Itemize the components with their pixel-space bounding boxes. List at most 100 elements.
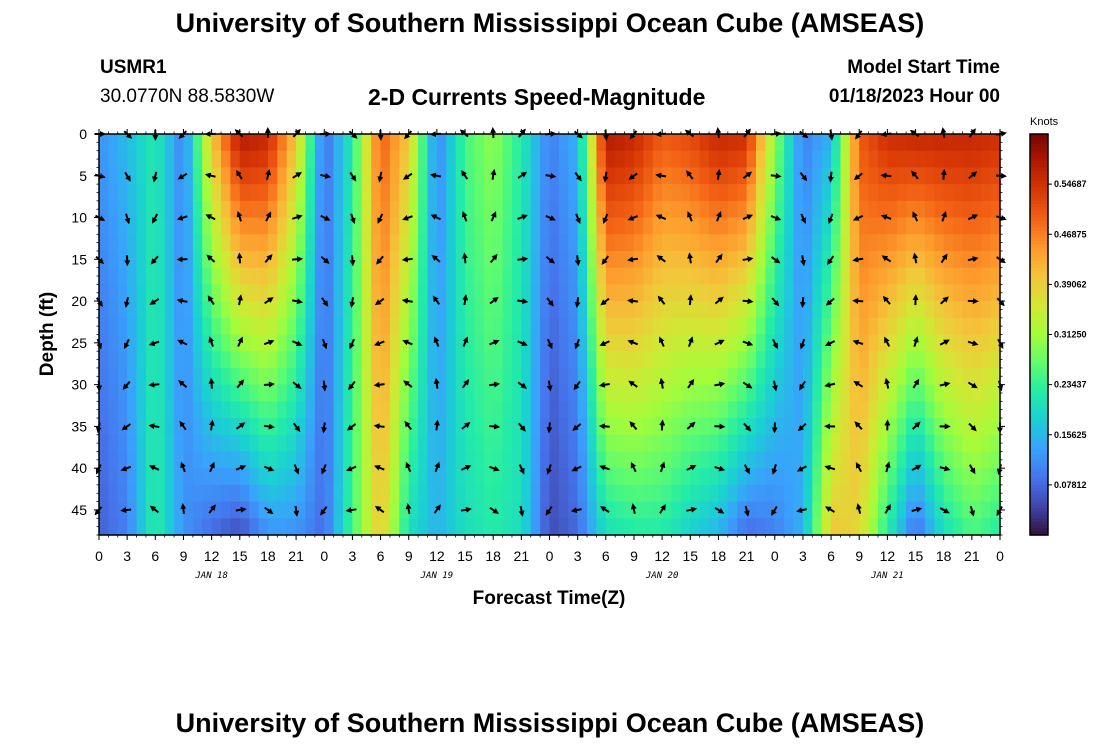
current-arrow — [939, 339, 950, 346]
heatmap-cell — [624, 451, 635, 469]
heatmap-cell — [202, 134, 213, 152]
heatmap-cell — [145, 217, 156, 235]
heatmap-cell — [155, 301, 166, 319]
heatmap-cell — [474, 317, 485, 336]
heatmap-cell — [408, 518, 419, 536]
heatmap-cell — [399, 367, 410, 386]
heatmap-cell — [202, 384, 213, 402]
heatmap-cell — [718, 234, 729, 252]
heatmap-cell — [943, 267, 954, 285]
heatmap-cell — [906, 401, 917, 419]
heatmap-cell — [305, 451, 316, 469]
heatmap-cell — [765, 384, 776, 402]
heatmap-cell — [615, 134, 626, 152]
heatmap-cell — [943, 167, 954, 185]
heatmap-cell — [155, 250, 166, 269]
heatmap-cell — [981, 484, 992, 503]
heatmap-cell — [427, 401, 438, 419]
heatmap-cell — [305, 434, 316, 453]
current-arrow — [686, 506, 698, 513]
heatmap-cell — [352, 401, 363, 419]
heatmap-cell — [859, 250, 870, 269]
colorbar-segment — [1030, 210, 1048, 215]
heatmap-cell — [296, 351, 307, 369]
heatmap-cell — [981, 384, 992, 402]
heatmap-cell — [558, 434, 569, 453]
heatmap-cell — [596, 451, 607, 469]
heatmap-cell — [737, 468, 748, 486]
heatmap-cell — [108, 501, 119, 519]
heatmap-cell — [183, 484, 194, 503]
heatmap-cell — [671, 484, 682, 503]
heatmap-cell — [690, 200, 701, 219]
heatmap-cell — [727, 501, 738, 519]
heatmap-cell — [784, 317, 795, 336]
heatmap-cell — [380, 167, 391, 185]
heatmap-cell — [737, 301, 748, 319]
heatmap-cell — [868, 234, 879, 252]
heatmap-cell — [549, 434, 560, 453]
heatmap-cell — [127, 301, 138, 319]
heatmap-cell — [568, 484, 579, 503]
heatmap-cell — [971, 284, 982, 302]
heatmap-cell — [699, 217, 710, 235]
heatmap-cell — [793, 234, 804, 252]
current-arrow — [574, 171, 582, 182]
heatmap-cell — [474, 501, 485, 519]
heatmap-cell — [258, 518, 269, 536]
heatmap-cell — [540, 334, 551, 352]
heatmap-cell — [324, 434, 335, 453]
heatmap-cell — [493, 150, 504, 169]
heatmap-cell — [887, 334, 898, 352]
heatmap-cell — [286, 334, 297, 352]
heatmap-cell — [643, 484, 654, 503]
heatmap-cell — [380, 217, 391, 235]
heatmap-cell — [793, 518, 804, 536]
heatmap-cell — [249, 384, 260, 402]
heatmap-cell — [286, 167, 297, 185]
heatmap-cell — [962, 150, 973, 169]
heatmap-cell — [380, 200, 391, 219]
heatmap-cell — [361, 250, 372, 269]
heatmap-cell — [549, 134, 560, 152]
heatmap-cell — [136, 334, 147, 352]
heatmap-cell — [971, 468, 982, 486]
current-arrow — [628, 380, 638, 388]
heatmap-cell — [962, 250, 973, 269]
heatmap-cell — [633, 501, 644, 519]
heatmap-cell — [709, 267, 720, 285]
heatmap-cell — [202, 418, 213, 436]
current-arrow — [321, 422, 328, 434]
heatmap-cell — [558, 267, 569, 285]
heatmap-cell — [971, 367, 982, 386]
heatmap-cell — [662, 317, 673, 336]
heatmap-cell — [587, 150, 598, 169]
heatmap-cell — [718, 351, 729, 369]
heatmap-cell — [333, 434, 344, 453]
heatmap-cell — [108, 234, 119, 252]
current-arrow — [150, 255, 159, 265]
heatmap-cell — [267, 317, 278, 336]
heatmap-cell — [690, 418, 701, 436]
heatmap-cell — [427, 518, 438, 536]
heatmap-cell — [446, 317, 457, 336]
heatmap-cell — [906, 367, 917, 386]
heatmap-cell — [436, 434, 447, 453]
colorbar-segment — [1030, 291, 1048, 295]
heatmap-cell — [990, 484, 1001, 503]
heatmap-cell — [934, 384, 945, 402]
heatmap-cell — [361, 518, 372, 536]
heatmap-cell — [136, 134, 147, 152]
heatmap-cell — [249, 150, 260, 169]
heatmap-cell — [286, 317, 297, 336]
heatmap-cell — [680, 284, 691, 302]
heatmap-cell — [333, 334, 344, 352]
heatmap-cell — [755, 418, 766, 436]
heatmap-cell — [953, 501, 964, 519]
heatmap-cell — [990, 468, 1001, 486]
heatmap-cell — [877, 301, 888, 319]
current-arrow — [176, 297, 188, 304]
heatmap-cell — [145, 434, 156, 453]
heatmap-cell — [643, 317, 654, 336]
heatmap-cell — [249, 167, 260, 185]
